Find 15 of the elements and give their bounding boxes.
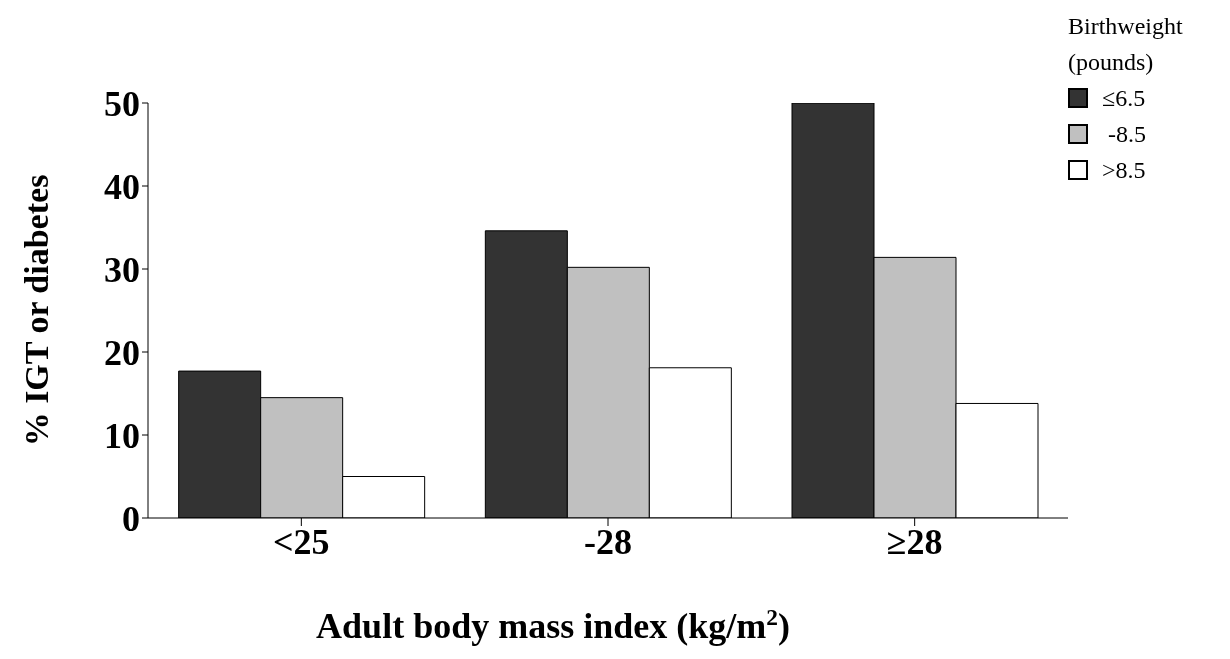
y-tick-label: 30: [104, 249, 140, 290]
y-tick-label: 40: [104, 166, 140, 207]
y-tick-label: 0: [122, 498, 140, 539]
legend-label: ≤6.5: [1102, 84, 1146, 113]
y-axis-title: % IGT or diabetes: [18, 174, 55, 447]
y-tick-label: 50: [104, 83, 140, 124]
x-tick-label: ≥28: [886, 521, 943, 562]
y-tick-label: 10: [104, 415, 140, 456]
x-tick-label: -28: [584, 521, 632, 562]
legend-title: Birthweight (pounds): [1068, 12, 1184, 77]
legend-label: >8.5: [1102, 156, 1146, 185]
x-tick-label: <25: [273, 521, 330, 562]
legend-label: -8.5: [1107, 120, 1146, 149]
x-axis-title: Adult body mass index (kg/m$^{2}$): [316, 604, 790, 646]
y-tick-label: 20: [104, 332, 140, 373]
